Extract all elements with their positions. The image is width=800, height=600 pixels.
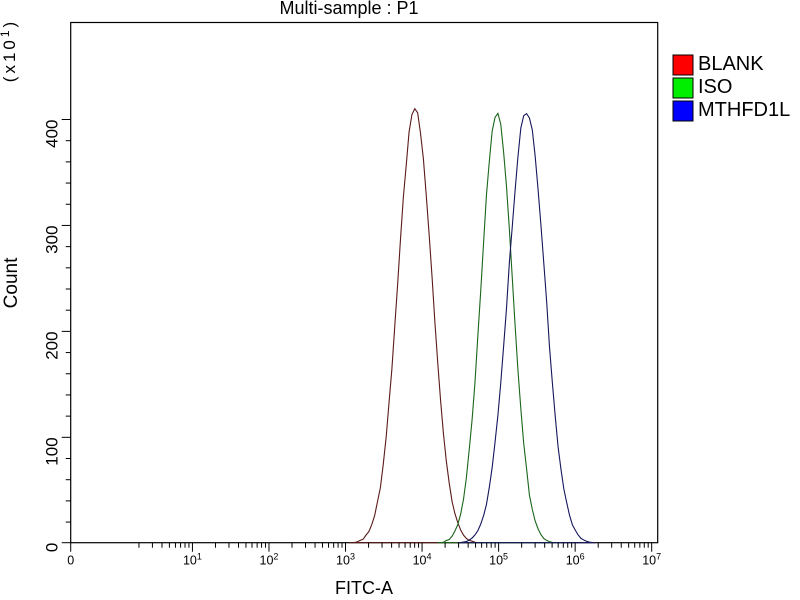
svg-text:Count: Count xyxy=(1,257,22,308)
svg-text:106: 106 xyxy=(566,552,585,568)
svg-text:Multi-sample : P1: Multi-sample : P1 xyxy=(279,0,418,18)
svg-text:0: 0 xyxy=(43,543,62,552)
svg-text:MTHFD1L: MTHFD1L xyxy=(698,99,790,121)
svg-text:105: 105 xyxy=(489,552,508,568)
svg-text:101: 101 xyxy=(183,552,202,568)
svg-text:ISO: ISO xyxy=(698,76,732,98)
svg-text:0: 0 xyxy=(67,554,74,568)
svg-text:100: 100 xyxy=(43,437,62,465)
svg-text:107: 107 xyxy=(642,552,661,568)
svg-text:103: 103 xyxy=(336,552,355,568)
svg-text:300: 300 xyxy=(43,225,62,253)
svg-text:(x101): (x101) xyxy=(0,19,19,82)
svg-text:102: 102 xyxy=(260,552,279,568)
svg-text:FITC-A: FITC-A xyxy=(335,578,393,598)
svg-text:104: 104 xyxy=(413,552,432,568)
svg-text:200: 200 xyxy=(43,331,62,359)
svg-text:400: 400 xyxy=(43,120,62,148)
svg-text:BLANK: BLANK xyxy=(698,53,764,75)
